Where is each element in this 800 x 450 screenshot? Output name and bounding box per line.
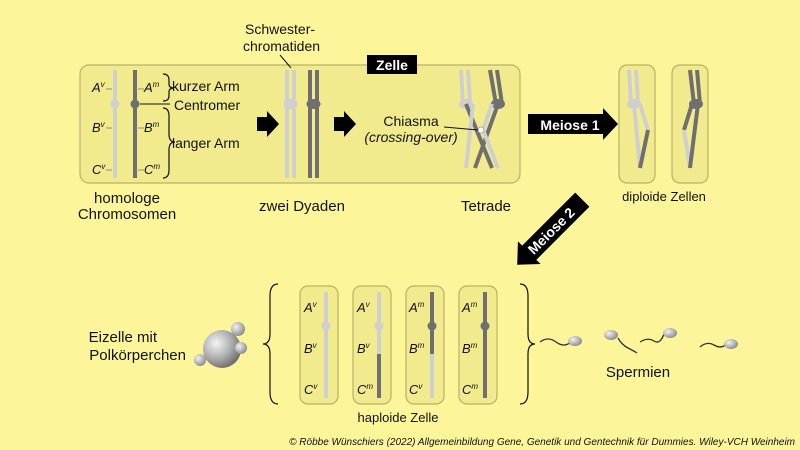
sister-chromatids-label-2: chromatiden xyxy=(243,38,320,54)
tetrad-label: Tetrade xyxy=(461,198,511,215)
haploid-cell: Am Bm Cm xyxy=(458,285,498,405)
main-cell xyxy=(79,64,521,184)
chiasma-label: Chiasma xyxy=(383,113,438,129)
haploid-bracket-left xyxy=(262,283,279,405)
two-dyads xyxy=(283,70,321,178)
svg-text:Av: Av xyxy=(356,300,371,315)
allele-label: Bv xyxy=(92,120,106,135)
haploid-cell: Av Bv Cm xyxy=(352,285,392,405)
svg-text:Bm: Bm xyxy=(409,341,425,356)
haploid-cell: Am Bm Cv xyxy=(405,285,445,405)
meiosis-1-arrow xyxy=(528,108,618,140)
tetrad xyxy=(459,69,505,169)
svg-text:Cv: Cv xyxy=(304,382,318,397)
sperm-cell xyxy=(699,339,738,349)
zelle-label: Zelle xyxy=(376,57,408,73)
svg-text:Cv: Cv xyxy=(409,382,423,397)
diploid-cell-chromosome xyxy=(627,69,650,169)
egg-label-3: Polkörperchen xyxy=(89,347,186,364)
svg-text:Am: Am xyxy=(461,300,478,315)
sperm-cell xyxy=(604,330,638,354)
haploid-cell: Av Bv Cv xyxy=(299,285,339,405)
allele-label: Bm xyxy=(144,120,160,135)
sister-chromatids-label: Schwester- xyxy=(245,21,315,37)
copyright-text: © Röbbe Wünschiers (2022) Allgemeinbildu… xyxy=(289,437,795,448)
zelle-label-box xyxy=(367,55,417,74)
allele-label: Am xyxy=(143,80,160,95)
svg-text:Bv: Bv xyxy=(304,341,318,356)
homologous-chromosomes xyxy=(106,70,144,178)
egg-label: Eizelle mit xyxy=(89,329,158,346)
short-arm-brace xyxy=(162,73,175,102)
meiosis-1-label: Meiose 1 xyxy=(540,117,599,133)
sperm-cell xyxy=(639,328,677,343)
meiosis-2-arrow: Meiose 2 xyxy=(517,192,590,265)
svg-text:Bm: Bm xyxy=(462,341,478,356)
homologous-chromosomes-label-2: Chromosomen xyxy=(78,206,176,223)
egg-with-polar-bodies xyxy=(194,322,247,368)
arrow-right xyxy=(334,111,356,137)
svg-text:Av: Av xyxy=(303,300,318,315)
chiasma-pointer xyxy=(443,126,479,131)
sister-chromatids-pointer xyxy=(279,54,292,69)
svg-text:Am: Am xyxy=(408,300,425,315)
svg-text:Cm: Cm xyxy=(462,382,478,397)
short-arm-label: kurzer Arm xyxy=(172,78,240,94)
diploid-cell-chromosome xyxy=(682,69,703,169)
allele-label: Av xyxy=(91,80,106,95)
meiosis-2-label: Meiose 2 xyxy=(525,204,578,257)
homologous-chromosomes-label: homologe xyxy=(94,190,160,207)
haploid-bracket-right xyxy=(519,283,536,405)
two-dyads-label: zwei Dyaden xyxy=(259,198,345,215)
allele-label: Cm xyxy=(144,162,160,177)
arrow-right xyxy=(257,111,279,137)
svg-text:Cm: Cm xyxy=(357,382,373,397)
long-arm-label: langer Arm xyxy=(172,135,240,151)
allele-label: Cv xyxy=(92,162,106,177)
sperm-cell xyxy=(539,336,582,346)
centromer-label: Centromer xyxy=(174,97,240,113)
sperm-label: Spermien xyxy=(606,364,670,381)
diploid-cells-label: diploide Zellen xyxy=(622,189,706,204)
svg-text:Bv: Bv xyxy=(357,341,371,356)
crossing-over-label: (crossing-over) xyxy=(364,129,457,145)
haploid-cell-label: haploide Zelle xyxy=(358,410,439,425)
long-arm-brace xyxy=(162,107,176,179)
